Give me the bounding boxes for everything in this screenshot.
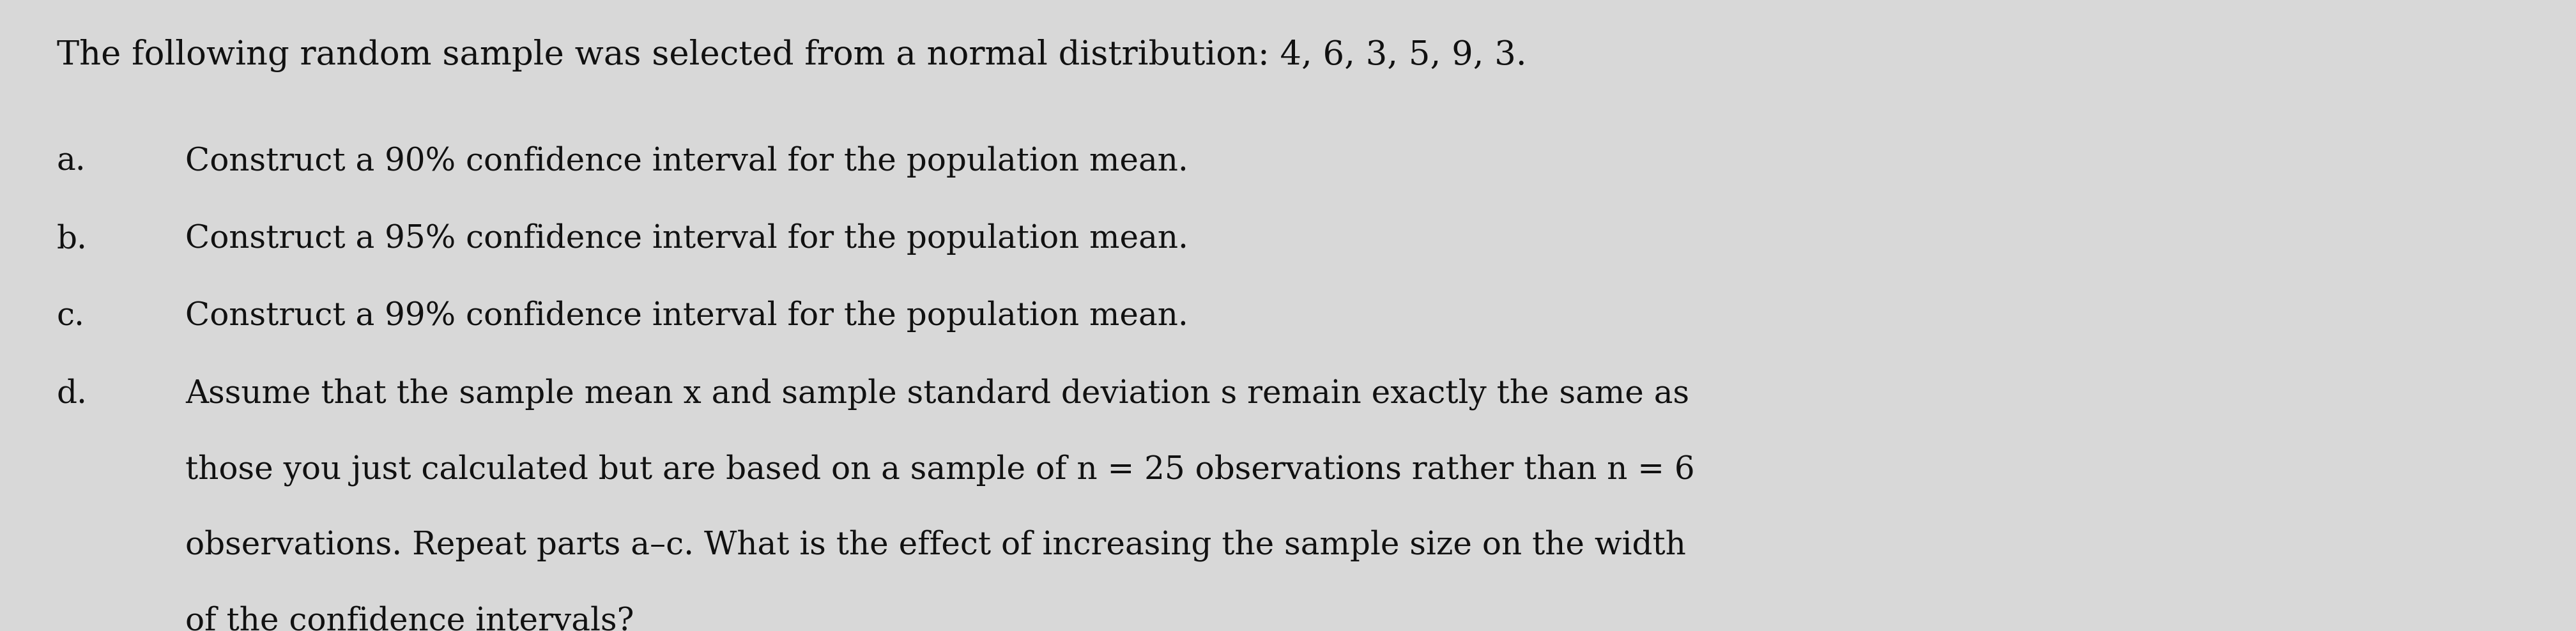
Text: Assume that the sample mean x and sample standard deviation s remain exactly the: Assume that the sample mean x and sample… (185, 378, 1690, 410)
Text: The following random sample was selected from a normal distribution: 4, 6, 3, 5,: The following random sample was selected… (57, 39, 1528, 73)
Text: those you just calculated but are based on a sample of n = 25 observations rathe: those you just calculated but are based … (185, 454, 1695, 486)
Text: observations. Repeat parts a–c. What is the effect of increasing the sample size: observations. Repeat parts a–c. What is … (185, 529, 1687, 562)
Text: Construct a 90% confidence interval for the population mean.: Construct a 90% confidence interval for … (185, 146, 1188, 177)
Text: Construct a 95% confidence interval for the population mean.: Construct a 95% confidence interval for … (185, 223, 1188, 255)
Text: b.: b. (57, 223, 88, 255)
Text: Construct a 99% confidence interval for the population mean.: Construct a 99% confidence interval for … (185, 301, 1188, 333)
Text: c.: c. (57, 301, 85, 333)
Text: d.: d. (57, 378, 88, 410)
Text: a.: a. (57, 146, 85, 177)
Text: of the confidence intervals?: of the confidence intervals? (185, 605, 634, 631)
